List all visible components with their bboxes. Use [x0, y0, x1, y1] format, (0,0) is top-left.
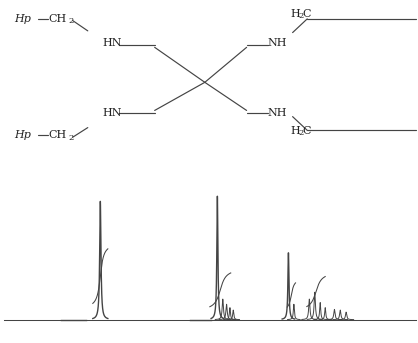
Text: HN: HN: [102, 38, 122, 48]
Text: Hp: Hp: [15, 130, 31, 141]
Text: NH: NH: [268, 38, 287, 48]
Text: 2: 2: [68, 17, 74, 25]
Text: 2: 2: [68, 134, 74, 142]
Text: 2: 2: [298, 12, 303, 20]
Text: H: H: [291, 126, 300, 136]
Text: C: C: [302, 126, 311, 136]
Text: H: H: [291, 9, 300, 19]
Text: CH: CH: [48, 130, 66, 141]
Text: CH: CH: [48, 14, 66, 24]
Text: C: C: [302, 9, 311, 19]
Text: HN: HN: [102, 108, 122, 118]
Text: NH: NH: [268, 108, 287, 118]
Text: Hp: Hp: [15, 14, 31, 24]
Text: 2: 2: [298, 129, 303, 138]
